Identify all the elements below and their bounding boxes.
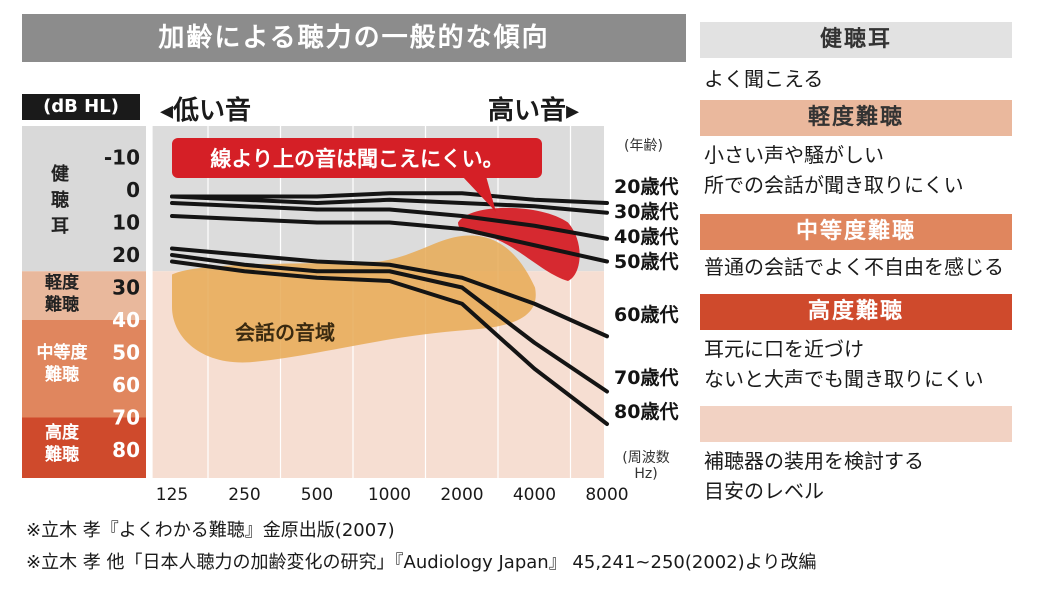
right-panel-text-5-1: 補聴器の装用を検討する: [704, 449, 924, 473]
age-label-7: 80歳代: [614, 401, 678, 423]
age-label-4: 50歳代: [614, 251, 678, 273]
right-panel-text-2-1: 小さい声や騒がしい: [704, 143, 884, 167]
chart-title: 加齢による聴力の一般的な傾向: [158, 23, 550, 53]
right-panel-text-4-1: 耳元に口を近づけ: [704, 337, 864, 361]
right-panel-header-1: 健聴耳: [700, 22, 1012, 58]
y-tick-label: 70: [112, 406, 140, 430]
series-line-6: [170, 253, 609, 394]
unit-label: (dB HL): [22, 94, 140, 120]
y-tick-label: 10: [112, 211, 140, 235]
y-tick-label: -10: [104, 146, 140, 170]
zone-moderate-label-2: 難聴: [45, 364, 79, 385]
series-line-7: [170, 259, 609, 426]
right-panel-text-4-2: ないと大声でも聞き取りにくい: [704, 367, 984, 391]
zone-mild-label-2: 難聴: [45, 294, 79, 315]
x-tick-label: 8000: [585, 485, 628, 505]
right-panel-text-5-2: 目安のレベル: [704, 479, 824, 503]
zone-mild-block: [22, 271, 146, 320]
speech-area-label: 会話の音域: [235, 321, 335, 345]
zone-moderate-label-1: 中等度: [37, 342, 89, 363]
title-bar: [22, 14, 686, 62]
right-panel-header-3: 中等度難聴: [700, 214, 1012, 250]
y-tick-label: 80: [112, 438, 140, 462]
zone-moderate-block: [22, 320, 146, 418]
x-tick-label: 1000: [368, 485, 411, 505]
x-tick-label: 125: [156, 485, 188, 505]
right-panel-text-2-2: 所での会話が聞き取りにくい: [704, 173, 964, 197]
inaudible-area: [458, 207, 580, 281]
right-panel-header-4: 高度難聴: [700, 294, 1012, 330]
callout-box: [172, 138, 542, 178]
series-line-2: [170, 194, 609, 215]
series-line-4: [170, 214, 609, 264]
series-line-1: [170, 191, 609, 205]
low-sound-label: ◂低い音: [160, 96, 252, 126]
series-line-3: [170, 201, 609, 241]
age-label-6: 70歳代: [614, 367, 678, 389]
zone-normal-label-3: 耳: [51, 216, 69, 237]
age-header: (年齢): [624, 138, 663, 154]
zone-severe-label-1: 高度: [45, 422, 80, 443]
age-label-5: 60歳代: [614, 304, 678, 326]
y-tick-label: 40: [112, 308, 140, 332]
freq-label-line1: (周波数: [622, 450, 669, 466]
y-tick-label: 20: [112, 243, 140, 267]
zone-severe-label-2: 難聴: [45, 444, 79, 465]
callout-text: 線より上の音は聞こえにくい。: [210, 147, 503, 171]
x-tick-label: 4000: [513, 485, 556, 505]
age-label-2: 30歳代: [614, 201, 678, 223]
zone-normal-block: [22, 126, 146, 272]
zone-normal-label-1: 健: [51, 163, 69, 185]
zone-normal-label-2: 聴: [51, 190, 69, 211]
x-tick-label: 250: [228, 485, 260, 505]
age-label-1: 20歳代: [614, 176, 678, 198]
right-panel-text-1-1: よく聞こえる: [704, 67, 824, 91]
high-sound-label: 高い音▸: [488, 96, 580, 126]
y-tick-label: 50: [112, 341, 140, 365]
x-tick-label: 500: [301, 485, 333, 505]
x-tick-label: 2000: [440, 485, 483, 505]
zone-severe-block: [22, 417, 146, 478]
footnote-1: ※立木 孝『よくわかる難聴』金原出版(2007): [26, 520, 395, 541]
right-panel-header-2: 軽度難聴: [700, 100, 1012, 136]
freq-label-line2: Hz): [634, 466, 657, 482]
y-tick-label: 0: [126, 178, 140, 202]
series-line-5: [170, 246, 609, 339]
y-tick-label: 60: [112, 373, 140, 397]
right-panel-header-5: [700, 406, 1012, 442]
right-panel-text-3-1: 普通の会話でよく不自由を感じる: [704, 255, 1004, 279]
y-tick-label: 30: [112, 276, 140, 300]
zone-mild-label-1: 軽度: [45, 272, 80, 293]
age-label-3: 40歳代: [614, 226, 678, 248]
footnote-2: ※立木 孝 他「日本人聴力の加齢変化の研究」『Audiology Japan』 …: [26, 552, 817, 573]
callout-pointer: [462, 176, 496, 212]
